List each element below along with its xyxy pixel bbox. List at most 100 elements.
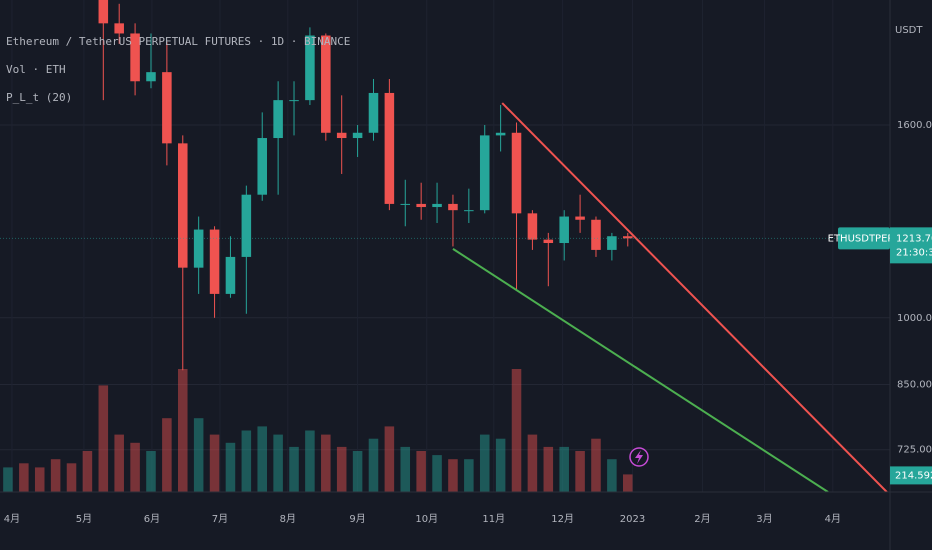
- plot-area: [0, 0, 890, 492]
- x-tick-label: 3月: [756, 513, 772, 525]
- last-price-label: 1213.70: [896, 233, 932, 244]
- symbol-tag: [838, 227, 890, 250]
- x-tick-label: 9月: [349, 513, 365, 525]
- candle-body: [146, 72, 156, 82]
- x-tick-label: 2月: [694, 513, 710, 525]
- volume-bar: [559, 446, 569, 492]
- x-tick-label: 4月: [825, 513, 841, 525]
- y-unit: USDT: [895, 25, 923, 36]
- candle-body: [273, 100, 283, 139]
- volume-bar: [432, 455, 442, 492]
- x-tick-label: 7月: [212, 513, 228, 525]
- price-tag: [890, 227, 932, 264]
- x-tick-label: 8月: [280, 513, 296, 525]
- volume-bar: [575, 451, 585, 492]
- trendline: [452, 248, 829, 492]
- x-tick-label: 11月: [482, 513, 505, 525]
- candle-body: [416, 203, 426, 208]
- x-tick-label: 12月: [551, 513, 574, 525]
- alert-icon[interactable]: [629, 447, 649, 467]
- volume-bar: [352, 451, 363, 492]
- candle-body: [241, 194, 252, 257]
- indicator-label: P_L_t (20): [6, 91, 72, 104]
- candle-body: [305, 35, 315, 101]
- x-tick-label: 5月: [76, 513, 92, 525]
- volume-bar: [416, 451, 426, 492]
- volume-bar: [82, 451, 93, 492]
- indicator-label: Vol · ETH: [6, 63, 66, 76]
- x-tick-label: 10月: [415, 513, 438, 525]
- candle-body: [527, 213, 538, 240]
- volume-bar: [543, 446, 554, 492]
- volume-bar: [209, 434, 220, 492]
- volume-bar: [527, 434, 538, 492]
- candle-body: [257, 138, 267, 195]
- candle-body: [400, 203, 411, 205]
- volume-bar: [400, 446, 411, 492]
- volume-bar: [321, 434, 331, 492]
- x-tick-label: 6月: [144, 513, 160, 525]
- candle-body: [178, 143, 188, 268]
- y-tick-label: 1600.00: [897, 120, 932, 131]
- candle-body: [352, 132, 363, 139]
- candle-body: [130, 33, 140, 82]
- volume-bar: [162, 418, 172, 492]
- volume-tag: [890, 466, 932, 485]
- volume-bar: [34, 467, 45, 492]
- candle-body: [321, 35, 331, 133]
- volume-bar: [257, 426, 267, 492]
- volume-bar: [495, 438, 506, 492]
- candle-body: [193, 229, 204, 268]
- volume-bar: [225, 442, 236, 492]
- volume-bar: [66, 463, 77, 492]
- volume-bar: [19, 463, 29, 492]
- volume-bar: [368, 438, 379, 492]
- volume-bar: [336, 446, 347, 492]
- y-tick-label: 850.00: [897, 379, 932, 390]
- volume-bar: [98, 385, 109, 492]
- volume-bar: [273, 434, 283, 492]
- chart-title: Ethereum / TetherUS PERPETUAL FUTURES · …: [6, 35, 350, 48]
- volume-bar: [511, 369, 522, 492]
- candle-body: [114, 23, 124, 34]
- symbol-label: ETHUSDTPERP: [828, 233, 901, 244]
- trendline: [501, 102, 888, 492]
- volume-bar: [178, 369, 188, 492]
- candle-body: [623, 236, 633, 239]
- candle-body: [432, 203, 442, 208]
- axes: 725.00 850.00 1000.00 1600.00 4月 5月 6月 7月 8月 9月 10…: [4, 120, 932, 525]
- volume-bar: [3, 467, 13, 492]
- candle-body: [607, 236, 617, 250]
- candle-body: [336, 132, 347, 139]
- candle-body: [225, 256, 236, 294]
- candle-body: [511, 132, 522, 214]
- y-tick-label: 725.00: [897, 445, 932, 456]
- volume-bar: [607, 459, 617, 492]
- volume-bar: [193, 418, 204, 492]
- volume-bar: [479, 434, 490, 492]
- volume-bar: [289, 446, 299, 492]
- candle-body: [289, 100, 299, 102]
- volume-bar: [241, 430, 252, 492]
- candle-body: [98, 0, 109, 24]
- volume-bar: [50, 459, 61, 492]
- candle-body: [384, 92, 395, 204]
- candle-body: [448, 203, 458, 211]
- candle-body: [464, 210, 474, 212]
- volume-bar: [130, 442, 140, 492]
- volume-bar: [591, 438, 601, 492]
- volume-bar: [114, 434, 124, 492]
- x-tick-label: 2023: [620, 514, 645, 525]
- volume-bar: [305, 430, 315, 492]
- candle-body: [591, 219, 601, 250]
- candle-body: [495, 132, 506, 136]
- candle-body: [543, 239, 554, 244]
- volume-bar: [623, 474, 633, 492]
- volume-bar: [146, 451, 156, 492]
- countdown-label: 21:30:32: [896, 247, 932, 258]
- volume-bar: [464, 459, 474, 492]
- y-tick-label: 1000.00: [897, 313, 932, 324]
- volume-bar: [384, 426, 395, 492]
- candle-body: [559, 216, 569, 244]
